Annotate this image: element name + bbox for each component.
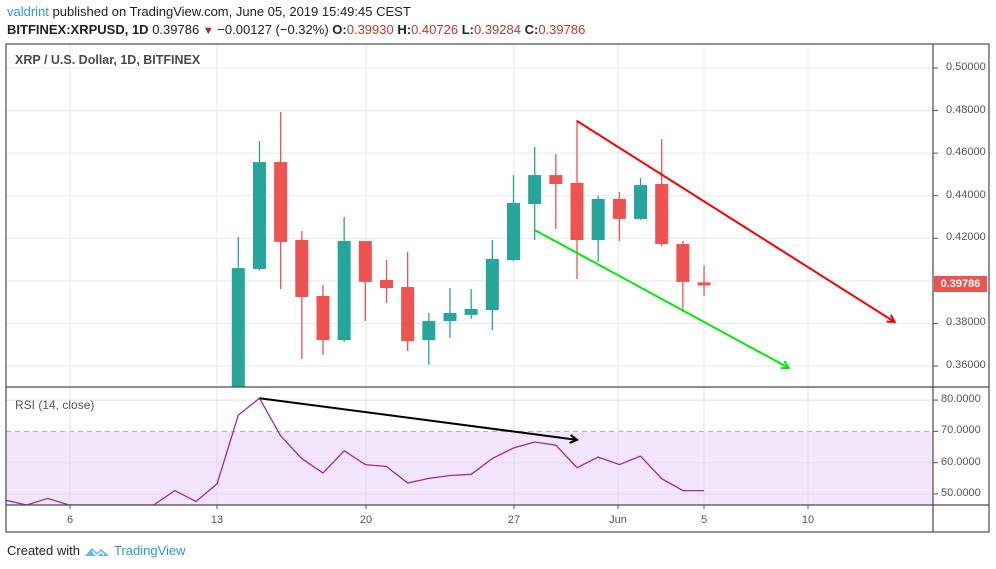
candle[interactable]: [274, 112, 288, 289]
time-tick-label: 10: [801, 514, 815, 526]
last-value: 0.39786: [152, 22, 200, 37]
candle[interactable]: [549, 153, 563, 229]
down-triangle-icon: ▼: [202, 25, 214, 37]
close-label: C:: [524, 22, 539, 37]
candle[interactable]: [655, 139, 669, 246]
candle[interactable]: [443, 288, 457, 338]
time-tick-label: Jun: [609, 514, 627, 526]
candle[interactable]: [676, 241, 690, 312]
candle[interactable]: [252, 141, 266, 271]
symbol-label: BITFINEX:XRPUSD, 1D: [7, 22, 149, 37]
time-tick-label: 13: [210, 514, 224, 526]
rsi-pane-title: RSI (14, close): [15, 398, 95, 412]
candle[interactable]: [485, 239, 499, 331]
red-trend-arrow[interactable]: [576, 120, 895, 322]
footer: Created with TradingView: [7, 543, 186, 558]
high-value: 0.40726: [411, 22, 459, 37]
published-text: published on TradingView.com, June 05, 2…: [48, 4, 411, 19]
candle[interactable]: [507, 175, 521, 262]
time-tick-label: 5: [700, 514, 708, 526]
symbol-legend: BITFINEX:XRPUSD, 1D 0.39786 ▼ −0.00127 (…: [7, 22, 585, 37]
low-value: 0.39284: [473, 22, 521, 37]
main-pane-title: XRP / U.S. Dollar, 1D, BITFINEX: [15, 53, 201, 67]
time-tick-label: 27: [507, 514, 521, 526]
open-value: 0.39930: [346, 22, 394, 37]
time-tick-label: 20: [359, 514, 373, 526]
green-trend-arrow[interactable]: [534, 229, 789, 368]
candle[interactable]: [358, 241, 372, 322]
candle[interactable]: [528, 146, 542, 240]
price-tick-label: 0.48000: [946, 103, 986, 116]
price-tick-label: 0.38000: [946, 316, 986, 329]
high-label: H:: [397, 22, 412, 37]
price-tick-label: 0.42000: [946, 231, 986, 244]
rsi-line: [6, 397, 704, 505]
candle[interactable]: [231, 237, 245, 404]
candles: [231, 112, 711, 404]
candle[interactable]: [634, 178, 648, 220]
candle[interactable]: [591, 195, 605, 262]
open-label: O:: [332, 22, 347, 37]
rsi-tick-label: 70.0000: [941, 424, 981, 437]
candle[interactable]: [422, 313, 436, 365]
price-tick-label: 0.46000: [946, 146, 986, 159]
publish-info: valdrint published on TradingView.com, J…: [7, 4, 411, 19]
price-tick-label: 0.44000: [946, 188, 986, 201]
low-label: L:: [461, 22, 474, 37]
rsi-tick-label: 50.0000: [941, 487, 981, 499]
candle[interactable]: [401, 251, 415, 352]
rsi-divergence-arrow[interactable]: [259, 397, 577, 440]
candle[interactable]: [464, 288, 478, 319]
change-value: −0.00127 (−0.32%): [217, 22, 329, 37]
created-with-label: Created with: [7, 543, 80, 558]
close-value: 0.39786: [538, 22, 586, 37]
price-tick-label: 0.50000: [946, 61, 986, 73]
rsi-tick-label: 60.0000: [941, 455, 981, 468]
author-link[interactable]: valdrint: [7, 4, 49, 19]
candle[interactable]: [316, 284, 330, 355]
last-price-badge: 0.39786: [934, 276, 987, 292]
tradingview-brand-link[interactable]: TradingView: [113, 543, 186, 558]
candle[interactable]: [612, 192, 626, 242]
price-tick-label: 0.36000: [946, 359, 986, 371]
rsi-tick-label: 80.0000: [941, 393, 981, 406]
candle[interactable]: [337, 217, 351, 342]
tradingview-logo-icon: [84, 547, 109, 557]
candle[interactable]: [379, 259, 393, 303]
time-tick-label: 6: [66, 514, 74, 526]
candle[interactable]: [295, 231, 309, 359]
candle[interactable]: [697, 265, 711, 297]
rsi-band: [6, 431, 933, 505]
